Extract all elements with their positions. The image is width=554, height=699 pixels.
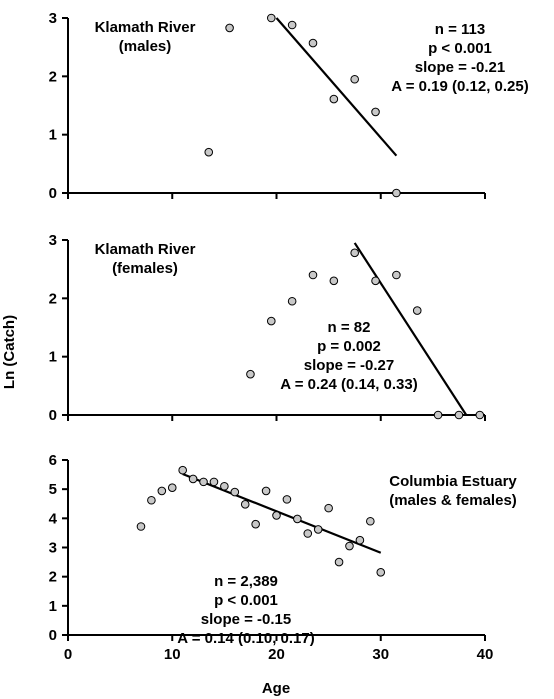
x-tick-label: 30: [372, 646, 389, 663]
data-point: [454, 410, 464, 420]
y-tick-label: 3: [49, 10, 57, 27]
panel-label-line: (males & females): [389, 492, 517, 509]
data-point: [157, 486, 167, 496]
data-point: [167, 483, 177, 493]
data-point: [204, 147, 214, 157]
data-point: [329, 276, 339, 286]
y-tick-label: 6: [49, 452, 57, 469]
data-point: [334, 557, 344, 567]
data-point: [246, 369, 255, 379]
panel-label-line: (females): [112, 260, 178, 277]
x-axis-label: Age: [262, 680, 290, 697]
y-tick-label: 5: [49, 481, 57, 498]
stats-line: n = 113: [435, 21, 485, 38]
data-point: [220, 481, 229, 491]
panel-label-line: Klamath River: [95, 19, 196, 36]
data-point: [324, 503, 333, 513]
data-point: [308, 38, 318, 48]
stats-line: p < 0.001: [428, 40, 492, 57]
y-tick-label: 2: [49, 290, 57, 307]
data-point: [266, 316, 276, 326]
data-point: [303, 529, 313, 538]
x-tick-label: 20: [268, 646, 285, 663]
data-point: [355, 535, 365, 545]
data-point: [136, 522, 146, 531]
x-tick-label: 0: [64, 646, 72, 663]
data-point: [188, 474, 198, 484]
data-point: [199, 477, 208, 487]
data-point: [240, 500, 250, 509]
x-tick-label: 40: [477, 646, 494, 663]
data-point: [350, 248, 359, 258]
y-tick-label: 0: [49, 407, 57, 424]
data-point: [392, 188, 401, 198]
data-point: [287, 20, 297, 30]
panel-2: 0 1 2 3 Klamath River (females) n = 82 p = 0.00…: [49, 232, 486, 424]
data-point: [371, 276, 380, 286]
data-point: [366, 516, 375, 526]
data-point: [266, 13, 276, 23]
data-point: [313, 525, 323, 534]
x-tick-label: 10: [164, 646, 181, 663]
regression-line: [182, 472, 382, 554]
panel-label-line: (males): [119, 38, 172, 55]
data-point: [475, 410, 485, 420]
panels: 0 1 2 3 Klamath River (males) n = 113 p < 0.001…: [49, 10, 529, 663]
data-point: [230, 487, 240, 497]
y-tick-label: 3: [49, 540, 57, 557]
data-point: [329, 94, 339, 104]
data-point: [371, 107, 380, 117]
y-tick-label: 3: [49, 232, 57, 249]
panel-label-line: Columbia Estuary: [389, 473, 517, 490]
data-point: [376, 567, 386, 577]
data-point: [225, 23, 234, 33]
data-point: [308, 270, 318, 280]
stats-line: n = 2,389: [214, 573, 278, 590]
data-point: [293, 514, 302, 524]
panel-3: 0 1 2 3 4 5 6 0 10 20 30 40 Columbia Estuary (males &…: [49, 452, 518, 663]
stats-line: A = 0.24 (0.14, 0.33): [280, 376, 417, 393]
y-tick-label: 4: [49, 510, 58, 527]
data-point: [287, 296, 297, 306]
y-tick-label: 0: [49, 185, 57, 202]
panel-label-line: Klamath River: [95, 241, 196, 258]
y-tick-label: 2: [49, 569, 57, 586]
y-tick-label: 1: [49, 349, 57, 366]
y-tick-label: 1: [49, 127, 57, 144]
data-point: [251, 519, 260, 529]
data-point: [178, 465, 187, 475]
stats-line: A = 0.19 (0.12, 0.25): [391, 78, 528, 95]
data-point: [392, 270, 401, 280]
stats-line: slope = -0.21: [415, 59, 505, 76]
y-tick-label: 0: [49, 627, 57, 644]
y-tick-label: 2: [49, 68, 57, 85]
stats-line: slope = -0.15: [201, 611, 291, 628]
data-point: [147, 495, 156, 505]
data-point: [272, 511, 281, 520]
data-point: [261, 486, 271, 496]
data-point: [345, 541, 354, 551]
panel-1: 0 1 2 3 Klamath River (males) n = 113 p < 0.001…: [49, 10, 529, 202]
data-point: [350, 74, 359, 84]
y-axis-label: Ln (Catch): [1, 315, 18, 389]
data-point: [433, 410, 443, 420]
stats-line: A = 0.14 (0.10, 0.17): [177, 630, 314, 647]
data-point: [209, 477, 219, 487]
regression-line: [275, 17, 398, 157]
data-point: [412, 306, 422, 315]
stats-line: p < 0.001: [214, 592, 278, 609]
stats-line: p = 0.002: [317, 338, 381, 355]
y-tick-label: 1: [49, 598, 57, 615]
stats-line: slope = -0.27: [304, 357, 394, 374]
stats-line: n = 82: [328, 319, 371, 336]
regression-line: [353, 242, 468, 416]
data-point: [282, 495, 292, 504]
